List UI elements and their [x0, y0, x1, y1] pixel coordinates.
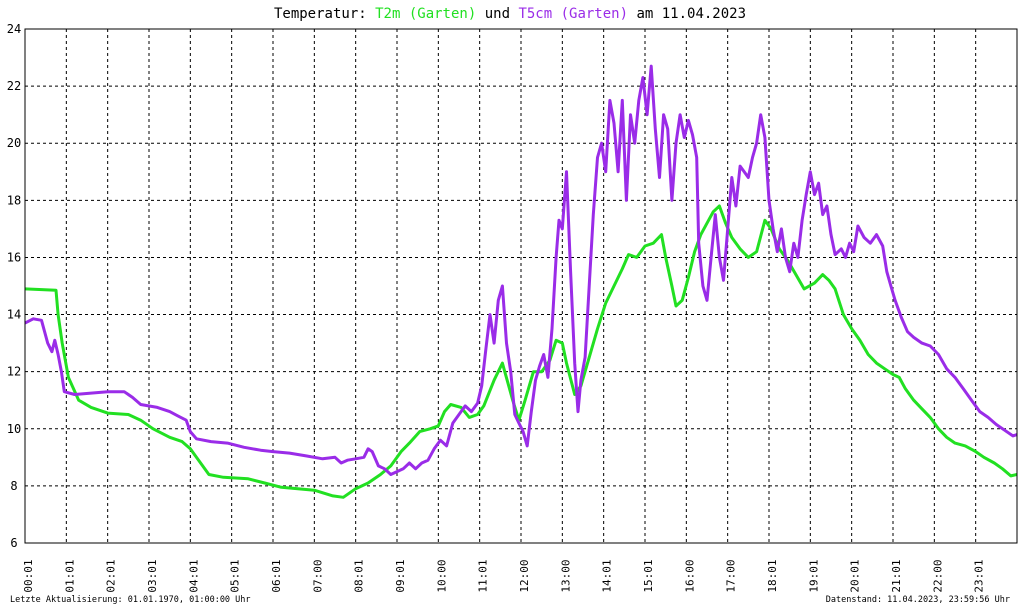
- x-tick-label: 22:00: [931, 559, 944, 592]
- y-tick-label: 18: [7, 193, 21, 207]
- chart-title: Temperatur: T2m (Garten) und T5cm (Garte…: [274, 6, 746, 22]
- series-lines: [24, 64, 1018, 499]
- x-tick-label: 19:01: [807, 559, 820, 592]
- x-tick-label: 07:00: [311, 559, 324, 592]
- x-tick-label: 04:01: [187, 559, 200, 592]
- y-axis-ticks: 6 8 10 12 14 16 18 20 22 24: [7, 22, 21, 550]
- x-tick-label: 14:01: [601, 559, 614, 592]
- y-tick-label: 22: [7, 79, 21, 93]
- x-tick-label: 01:01: [63, 559, 76, 592]
- x-tick-label: 17:00: [725, 559, 738, 592]
- title-series2: T5cm (Garten): [518, 6, 628, 22]
- x-tick-label: 15:01: [642, 559, 655, 592]
- x-tick-label: 18:01: [766, 559, 779, 592]
- y-tick-label: 10: [7, 422, 21, 436]
- x-tick-label: 03:01: [146, 559, 159, 592]
- plot-frame: [24, 28, 1018, 544]
- x-tick-label: 02:01: [105, 559, 118, 592]
- y-tick-label: 16: [7, 250, 21, 264]
- series-line-t2m: [24, 204, 1018, 499]
- footer-last-update: Letzte Aktualisierung: 01.01.1970, 01:00…: [10, 595, 251, 605]
- y-tick-label: 12: [7, 365, 21, 379]
- x-tick-label: 11:01: [477, 559, 490, 592]
- x-tick-label: 08:01: [353, 559, 366, 592]
- x-tick-label: 23:01: [973, 559, 986, 592]
- y-tick-label: 8: [10, 479, 17, 493]
- y-tick-label: 24: [7, 22, 21, 36]
- x-tick-label: 05:01: [229, 559, 242, 592]
- series-line-t5cm: [24, 64, 1018, 476]
- x-axis-ticks: 00:01 01:01 02:01 03:01 04:01 05:01 06:01 07:00…: [22, 559, 986, 592]
- x-tick-label: 06:01: [270, 559, 283, 592]
- x-tick-label: 12:00: [518, 559, 531, 592]
- x-tick-label: 00:01: [22, 559, 35, 592]
- y-tick-label: 6: [10, 536, 17, 550]
- title-series1: T2m (Garten): [375, 6, 476, 22]
- x-tick-label: 21:01: [890, 559, 903, 592]
- chart-grid: [25, 29, 1017, 543]
- x-tick-label: 20:01: [849, 559, 862, 592]
- y-tick-label: 14: [7, 308, 21, 322]
- title-suffix: am 11.04.2023: [628, 6, 746, 22]
- footer-data-status: Datenstand: 11.04.2023, 23:59:56 Uhr: [826, 595, 1010, 605]
- x-tick-label: 10:00: [435, 559, 448, 592]
- title-mid: und: [476, 6, 518, 22]
- x-tick-label: 09:01: [394, 559, 407, 592]
- x-tick-label: 16:00: [683, 559, 696, 592]
- svg-text:Temperatur: T2m (Garten) und T: Temperatur: T2m (Garten) und T5cm (Garte…: [274, 6, 746, 22]
- title-prefix: Temperatur:: [274, 6, 375, 22]
- y-tick-label: 20: [7, 136, 21, 150]
- x-tick-label: 13:00: [559, 559, 572, 592]
